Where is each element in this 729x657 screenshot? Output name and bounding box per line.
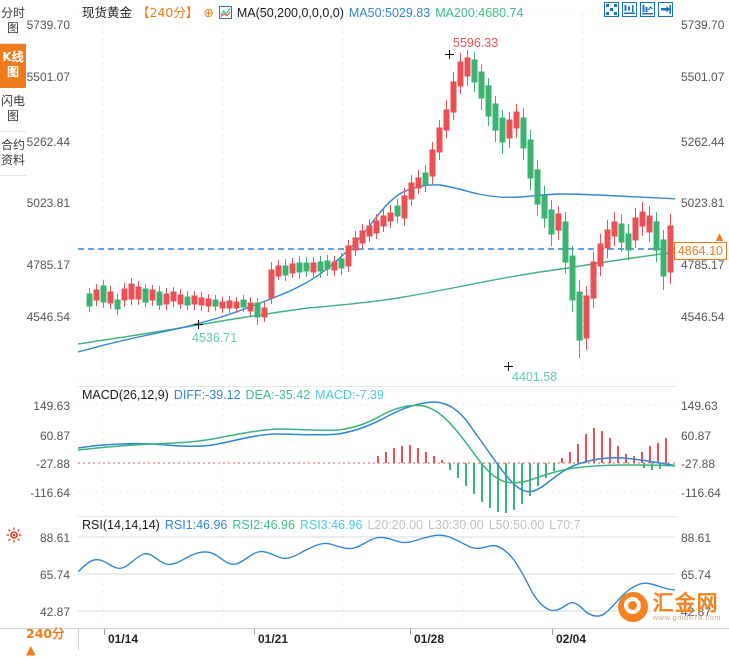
period-selector-button[interactable]: 240分 ▲	[26, 626, 79, 657]
chart-frame: 现货黄金 【240分】 ⊕ MA(50,200,0,0,0,0) MA50:5029.…	[26, 0, 729, 650]
axis-tick-label: 149.63	[33, 399, 70, 413]
macd-title: MACD(26,12,9)	[82, 388, 169, 402]
current-price-tag[interactable]: 4864.10	[673, 242, 727, 260]
chart-expand-icon[interactable]	[658, 2, 673, 17]
rsi-plot-area[interactable]	[78, 516, 675, 628]
rsi-panel[interactable]: RSI(14,14,14) RSI1:46.96 RSI2:46.96 RSI3:46…	[26, 516, 729, 628]
rsi-l70-value: L70:7	[549, 518, 581, 532]
macd-diff-value: DIFF:-39.12	[173, 388, 241, 402]
candlestick-series	[86, 50, 674, 358]
macd-axis-right: 149.63 60.87 -27.88 -116.64	[675, 386, 729, 516]
axis-tick-label: -116.64	[30, 486, 70, 500]
axis-tick-label: 60.87	[39, 429, 70, 443]
rsi-l20-value: L20:20.00	[367, 518, 424, 532]
axis-tick-label: 4546.54	[26, 310, 70, 324]
price-chart-svg	[78, 13, 675, 381]
macd-panel[interactable]: MACD(26,12,9) DIFF:-39.12 DEA:-35.42 MACD:-…	[26, 386, 729, 516]
rsi-axis-right: 88.61 65.74 42.87	[675, 516, 729, 628]
brand-logo-icon	[617, 592, 648, 622]
watermark: 汇金网 www.gold678.com	[617, 590, 721, 622]
axis-tick-label: 5023.81	[26, 196, 70, 210]
axis-tick-label: 88.61	[681, 531, 712, 545]
time-axis-label: 01/21	[258, 632, 289, 646]
rsi-chart-svg	[78, 524, 675, 624]
rsi2-value: RSI2:46.96	[232, 518, 295, 532]
sidebar-item-label: 分时图	[0, 6, 25, 35]
indicator-toggle-icon[interactable]: ⊕	[203, 6, 214, 20]
rsi3-value: RSI3:46.96	[299, 518, 363, 532]
axis-tick-label: 88.61	[39, 531, 70, 545]
sidebar-item-contract-info[interactable]: 合约资料	[0, 132, 26, 176]
price-axis-left: 5739.70 5501.07 5262.44 5023.81 4785.17 …	[26, 0, 76, 386]
chart-compare-icon[interactable]	[640, 2, 655, 17]
axis-tick-label: 5739.70	[26, 18, 70, 32]
ma200-value: MA200:4680.74	[435, 6, 524, 20]
annotation-low-right: 4401.58	[512, 370, 558, 384]
macd-dea-value: DEA:-35.42	[245, 388, 311, 402]
axis-tick-label: 5262.44	[26, 135, 70, 149]
axis-tick-label: 5501.07	[26, 70, 70, 84]
axis-tick-label: 149.63	[681, 399, 718, 413]
macd-chart-svg	[78, 396, 675, 513]
macd-axis-left: 149.63 60.87 -27.88 -116.64	[26, 386, 76, 516]
axis-tick-label: 65.74	[681, 568, 712, 582]
sidebar-item-lightning[interactable]: 闪电图	[0, 88, 26, 132]
period-label: 【240分】	[137, 5, 199, 20]
brand-name: 汇金网	[652, 590, 719, 615]
rsi-axis-left: 88.61 65.74 42.87	[26, 516, 76, 628]
crosshair-icon[interactable]	[604, 2, 619, 17]
sidebar-item-label: 合约资料	[0, 138, 25, 167]
axis-tick-label: -116.64	[681, 486, 721, 500]
axis-tick-label: 42.87	[39, 605, 70, 619]
time-axis-label: 02/04	[556, 632, 587, 646]
axis-tick-label: -27.88	[681, 457, 716, 471]
sidebar-item-label: 闪电图	[0, 94, 25, 123]
macd-legend: MACD(26,12,9) DIFF:-39.12 DEA:-35.42 MACD:-…	[82, 388, 389, 402]
chart-scale-icon[interactable]	[622, 2, 637, 17]
axis-tick-label: 4785.17	[681, 258, 725, 272]
price-direction-icon: ▲	[713, 229, 726, 244]
chart-toolbar	[604, 2, 673, 17]
ma-chart-icon[interactable]	[218, 6, 232, 19]
axis-tick-label: 60.87	[681, 429, 712, 443]
rsi-l30-value: L30:30.00	[428, 518, 484, 532]
price-panel-legend: 现货黄金 【240分】 ⊕ MA(50,200,0,0,0,0) MA50:5029.…	[82, 2, 528, 21]
rsi-legend: RSI(14,14,14) RSI1:46.96 RSI2:46.96 RSI3:46…	[82, 518, 586, 532]
price-panel[interactable]: 现货黄金 【240分】 ⊕ MA(50,200,0,0,0,0) MA50:5029.…	[26, 0, 729, 386]
axis-tick-label: 5501.07	[681, 70, 725, 84]
sidebar-item-kline[interactable]: K线图	[0, 44, 26, 88]
ma50-value: MA50:5029.83	[348, 6, 431, 20]
rsi-settings-icon[interactable]	[6, 527, 22, 543]
time-axis-label: 01/28	[414, 632, 445, 646]
axis-tick-label: 65.74	[39, 568, 70, 582]
axis-tick-label: 5739.70	[681, 18, 725, 32]
time-axis-label: 01/14	[108, 632, 139, 646]
brand-url: www.gold678.com	[652, 612, 721, 622]
rsi-l50-value: L50:50.00	[488, 518, 545, 532]
axis-tick-label: 42.87	[681, 605, 712, 619]
ma-params-label: MA(50,200,0,0,0,0)	[236, 6, 344, 20]
price-plot-area[interactable]: 5596.33 4536.71 4401.58	[78, 0, 675, 386]
annotation-high: 5596.33	[453, 36, 499, 50]
axis-tick-label: 4546.54	[681, 310, 725, 324]
time-axis: 240分 ▲ 01/14 01/21 01/28 02/04	[0, 626, 729, 657]
sidebar-item-label: K线图	[2, 50, 24, 79]
symbol-label: 现货黄金	[82, 5, 133, 20]
price-axis-right: 5739.70 5501.07 5262.44 5023.81 4785.17 …	[675, 0, 729, 386]
axis-tick-label: 5023.81	[681, 196, 725, 210]
axis-tick-label: -27.88	[35, 457, 70, 471]
rsi-title: RSI(14,14,14)	[82, 518, 160, 532]
rsi1-value: RSI1:46.96	[164, 518, 228, 532]
annotation-low-left: 4536.71	[192, 331, 238, 345]
axis-tick-label: 5262.44	[681, 135, 725, 149]
axis-tick-label: 4785.17	[26, 258, 70, 272]
macd-macd-value: MACD:-7.39	[315, 388, 384, 402]
macd-plot-area[interactable]	[78, 386, 675, 516]
sidebar-item-timeshare[interactable]: 分时图	[0, 0, 26, 44]
left-sidebar: 分时图 K线图 闪电图 合约资料	[0, 0, 27, 650]
